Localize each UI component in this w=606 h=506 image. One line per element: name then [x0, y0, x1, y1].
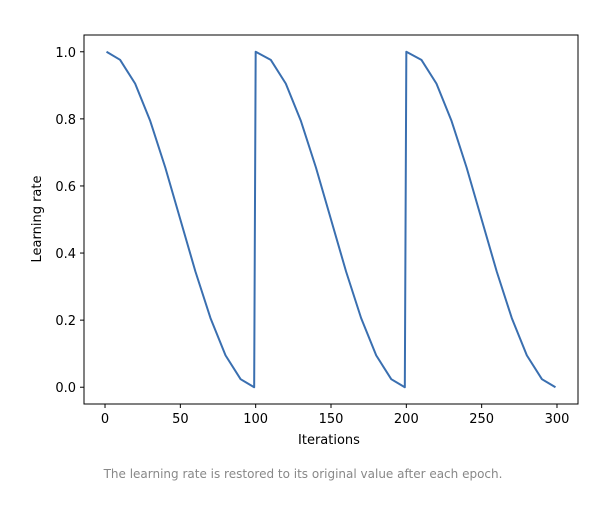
x-tick-label: 0 [101, 412, 109, 427]
x-tick-label: 150 [319, 412, 344, 427]
x-tick-label: 200 [394, 412, 419, 427]
x-tick-label: 50 [172, 412, 189, 427]
y-tick-label: 0.8 [55, 113, 76, 128]
y-tick-label: 1.0 [55, 46, 76, 61]
ticks-layer: 0 50 100 150 200 250 300 0.0 0.2 0.4 0.6 0.8 1.0 [55, 46, 569, 427]
y-tick-label: 0.2 [55, 314, 76, 329]
learning-rate-chart: 0 50 100 150 200 250 300 0.0 0.2 0.4 0.6 0.8 1.0 Ite… [30, 34, 579, 448]
x-tick-label: 100 [243, 412, 268, 427]
figure-caption: The learning rate is restored to its ori… [103, 467, 503, 481]
y-tick-label: 0.4 [55, 247, 76, 262]
x-axis-label: Iterations [298, 433, 360, 448]
x-tick-label: 250 [469, 412, 494, 427]
y-axis-label: Learning rate [30, 176, 45, 263]
y-tick-label: 0.0 [55, 381, 76, 396]
x-tick-label: 300 [545, 412, 570, 427]
y-tick-label: 0.6 [55, 180, 76, 195]
series-line [106, 50, 556, 389]
series-layer [106, 50, 556, 389]
